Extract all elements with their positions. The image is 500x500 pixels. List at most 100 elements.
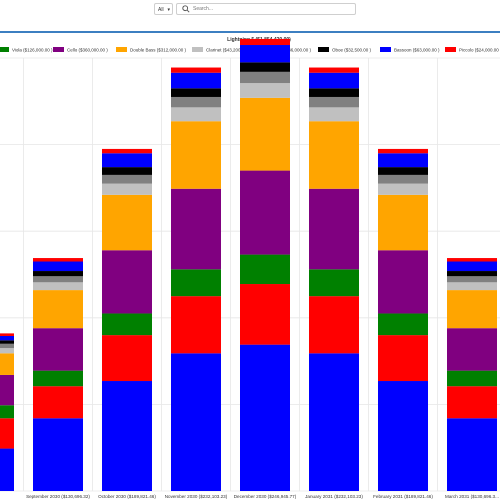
bar-segment xyxy=(33,271,83,277)
legend-swatch xyxy=(445,47,456,52)
bar-segment xyxy=(378,183,428,195)
bar-segment xyxy=(309,67,359,73)
bar-segment xyxy=(447,276,497,283)
bar-segment xyxy=(447,261,497,272)
chevron-down-icon: ▾ xyxy=(167,7,170,13)
legend-swatch xyxy=(380,47,391,52)
bar-segment xyxy=(171,269,221,297)
bar-segment xyxy=(102,183,152,195)
bar-segment xyxy=(0,348,14,354)
bar-segment xyxy=(447,418,497,491)
bar-segment xyxy=(378,313,428,336)
bar-segment xyxy=(240,170,290,255)
toolbar: All ▾ xyxy=(0,0,500,32)
bar-segment xyxy=(171,353,221,491)
legend-item-label: Flute ($36,000.00 ) xyxy=(273,48,312,53)
bar-segment xyxy=(447,328,497,371)
bar-segment xyxy=(33,282,83,291)
legend-swatch xyxy=(0,47,9,52)
bar-segment xyxy=(378,250,428,314)
search-icon xyxy=(182,5,190,13)
legend-item-label: Double Bass ($312,000.00 ) xyxy=(130,48,187,53)
x-tick-label: December 2030 ($246,945.77) xyxy=(234,494,297,499)
legend-item-label: Clarinet ($43,200.00 ) xyxy=(206,48,250,53)
bar-segment xyxy=(102,381,152,491)
bar-segment xyxy=(240,254,290,285)
bar-segment xyxy=(102,313,152,336)
bar-segment xyxy=(171,121,221,189)
legend-swatch xyxy=(318,47,329,52)
bar-segment xyxy=(0,418,14,449)
bar-segment xyxy=(309,296,359,354)
bars xyxy=(0,38,497,491)
bar-segment xyxy=(447,290,497,329)
filter-value: All xyxy=(158,7,164,13)
bar-segment xyxy=(309,72,359,89)
legend: Viola ($126,000.00 ) Cello ($360,000.00 )… xyxy=(0,47,500,53)
legend-item-label: Piccolo ($24,000.00 ) xyxy=(459,48,500,53)
bar-segment xyxy=(378,148,428,154)
bar-segment xyxy=(240,71,290,84)
filter-select[interactable]: All ▾ xyxy=(154,3,173,15)
bar-segment xyxy=(102,167,152,175)
bar-segment xyxy=(447,386,497,419)
accent-rule xyxy=(0,31,500,33)
bar-segment xyxy=(309,188,359,270)
bar-segment xyxy=(33,328,83,371)
bar-segment xyxy=(171,107,221,122)
bar-segment xyxy=(378,335,428,382)
bar-segment xyxy=(33,258,83,262)
bar-segment xyxy=(102,174,152,184)
x-tick-label: March 2031 ($130,696.3... xyxy=(445,494,499,499)
bar-segment xyxy=(447,258,497,262)
legend-swatch xyxy=(53,47,64,52)
bar-segment xyxy=(309,121,359,189)
legend-item-label: Bassoon ($63,000.00 ) xyxy=(394,48,440,53)
bar-segment xyxy=(0,343,14,349)
bar-segment xyxy=(33,370,83,387)
bar-segment xyxy=(33,418,83,491)
legend-item-label: Oboe ($32,500.00 ) xyxy=(332,48,372,53)
bar-segment xyxy=(240,62,290,72)
x-tick-labels: ...372.91)September 2030 ($130,696.32)Oc… xyxy=(26,494,499,499)
grid xyxy=(0,57,500,492)
x-tick-label: February 2031 ($189,821.46) xyxy=(373,494,433,499)
bar-segment xyxy=(309,353,359,491)
bar-segment xyxy=(240,284,290,345)
bar-segment xyxy=(240,344,290,491)
bar-segment xyxy=(33,386,83,419)
bar-segment xyxy=(0,340,14,344)
bar-segment xyxy=(171,188,221,270)
bar-segment xyxy=(102,148,152,154)
bar-segment xyxy=(309,107,359,122)
bar-segment xyxy=(0,335,14,341)
bar-segment xyxy=(102,250,152,314)
bar-segment xyxy=(171,72,221,89)
bar-segment xyxy=(171,96,221,108)
legend-swatch xyxy=(116,47,127,52)
bar-segment xyxy=(378,381,428,491)
bar-segment xyxy=(378,167,428,175)
bar-segment xyxy=(33,290,83,329)
bar-segment xyxy=(33,276,83,283)
bar-segment xyxy=(0,405,14,419)
search-input[interactable] xyxy=(193,5,343,13)
bar-segment xyxy=(240,97,290,171)
bar-segment xyxy=(0,448,14,491)
bar-segment xyxy=(309,88,359,97)
x-tick-label: November 2030 ($232,103.23) xyxy=(165,494,228,499)
bar-segment xyxy=(309,269,359,297)
bar-segment xyxy=(240,83,290,98)
bar-segment xyxy=(102,194,152,251)
bar-segment xyxy=(447,271,497,277)
bar-segment xyxy=(0,333,14,336)
bar-segment xyxy=(240,38,290,46)
bar-segment xyxy=(378,153,428,168)
x-tick-label: September 2030 ($130,696.32) xyxy=(26,494,90,499)
bar-segment xyxy=(447,370,497,387)
search-box[interactable] xyxy=(176,3,356,15)
bar-segment xyxy=(102,153,152,168)
x-tick-label: October 2030 ($189,821.46) xyxy=(98,494,156,499)
x-tick-label: January 2031 ($232,103.23) xyxy=(305,494,363,499)
legend-swatch xyxy=(192,47,203,52)
